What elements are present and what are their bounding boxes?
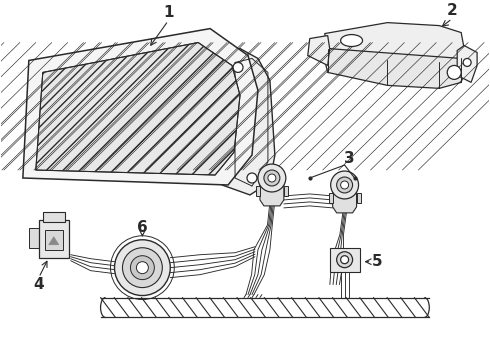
Circle shape: [136, 262, 148, 274]
Text: 5: 5: [372, 254, 383, 269]
Polygon shape: [330, 248, 360, 272]
Circle shape: [341, 181, 348, 189]
Circle shape: [122, 248, 162, 288]
Polygon shape: [29, 228, 39, 248]
Text: 3: 3: [344, 150, 355, 166]
Circle shape: [130, 256, 154, 280]
Circle shape: [233, 62, 243, 72]
Polygon shape: [357, 193, 361, 203]
Text: 4: 4: [33, 277, 44, 292]
Polygon shape: [256, 186, 260, 196]
Circle shape: [337, 252, 353, 268]
Polygon shape: [39, 220, 69, 258]
Polygon shape: [260, 183, 284, 206]
Circle shape: [331, 171, 359, 199]
Circle shape: [337, 177, 353, 193]
Circle shape: [115, 240, 171, 296]
Text: 2: 2: [447, 3, 458, 18]
Circle shape: [463, 58, 471, 67]
Text: 6: 6: [137, 220, 148, 235]
Polygon shape: [49, 237, 59, 245]
Circle shape: [268, 174, 276, 182]
Polygon shape: [43, 212, 65, 222]
Polygon shape: [45, 230, 63, 250]
Circle shape: [264, 170, 280, 186]
Polygon shape: [23, 28, 258, 185]
Ellipse shape: [341, 35, 363, 46]
Polygon shape: [329, 193, 333, 203]
Polygon shape: [457, 45, 477, 82]
Polygon shape: [308, 36, 330, 66]
Circle shape: [258, 164, 286, 192]
Text: 1: 1: [163, 5, 173, 20]
Polygon shape: [36, 42, 240, 175]
Polygon shape: [325, 23, 464, 62]
Polygon shape: [325, 49, 464, 88]
Circle shape: [447, 66, 461, 80]
Polygon shape: [284, 186, 288, 196]
Polygon shape: [333, 190, 357, 213]
Circle shape: [247, 173, 257, 183]
Polygon shape: [222, 49, 275, 195]
Circle shape: [341, 256, 348, 264]
